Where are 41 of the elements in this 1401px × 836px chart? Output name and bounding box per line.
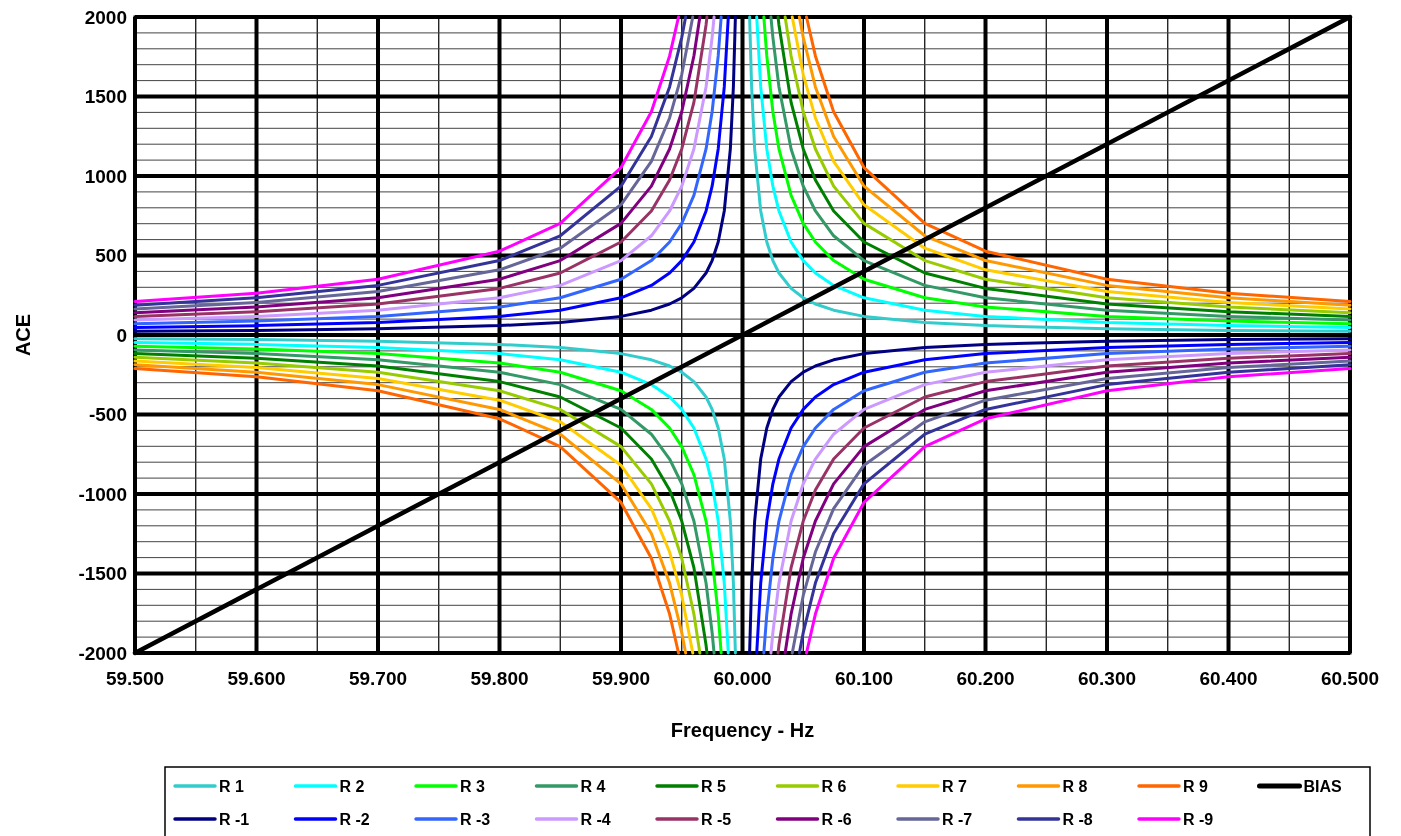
legend-label: R 4 <box>580 777 606 795</box>
legend-label: R 1 <box>219 777 244 795</box>
x-tick-label: 59.900 <box>591 668 651 689</box>
y-tick-label: 0 <box>116 324 127 346</box>
legend-label: R 2 <box>339 777 365 795</box>
legend-label: R 8 <box>1062 777 1088 795</box>
legend-label: R 9 <box>1183 777 1208 795</box>
y-tick-label: -1500 <box>78 563 127 585</box>
legend-label: R -8 <box>1062 810 1093 828</box>
x-tick-label: 60.300 <box>1077 668 1137 689</box>
x-tick-label: 60.200 <box>956 668 1015 689</box>
legend-label: R -7 <box>942 810 973 828</box>
x-tick-label: 59.700 <box>348 668 408 689</box>
legend-label: R 7 <box>942 777 967 795</box>
y-tick-label: 1500 <box>84 86 127 108</box>
y-axis-title: ACE <box>12 313 34 357</box>
legend-label: R -9 <box>1183 810 1214 828</box>
x-axis-title: Frequency - Hz <box>670 719 815 741</box>
legend-label: R 3 <box>460 777 485 795</box>
x-tick-label: 60.100 <box>834 668 894 689</box>
y-tick-label: -1000 <box>78 483 127 505</box>
y-tick-label: 500 <box>95 245 127 267</box>
legend-label: BIAS <box>1303 777 1343 795</box>
legend-label: R -2 <box>339 810 370 828</box>
x-tick-label: 60.400 <box>1199 668 1258 689</box>
x-tick-label: 60.500 <box>1320 668 1380 689</box>
legend-label: R -1 <box>219 810 250 828</box>
legend-label: R 6 <box>821 777 847 795</box>
x-tick-label: 59.500 <box>105 668 165 689</box>
legend-label: R -5 <box>701 810 732 828</box>
x-tick-label: 59.800 <box>470 668 529 689</box>
legend-label: R -3 <box>460 810 491 828</box>
legend-label: R 5 <box>701 777 726 795</box>
y-tick-label: -2000 <box>78 642 127 664</box>
legend-label: R -4 <box>580 810 611 828</box>
x-tick-label: 59.600 <box>227 668 286 689</box>
legend-label: R -6 <box>821 810 852 828</box>
y-tick-label: 1000 <box>84 165 127 187</box>
y-tick-label: 2000 <box>84 6 127 28</box>
x-tick-label: 60.000 <box>713 668 772 689</box>
y-tick-label: -500 <box>88 404 127 426</box>
